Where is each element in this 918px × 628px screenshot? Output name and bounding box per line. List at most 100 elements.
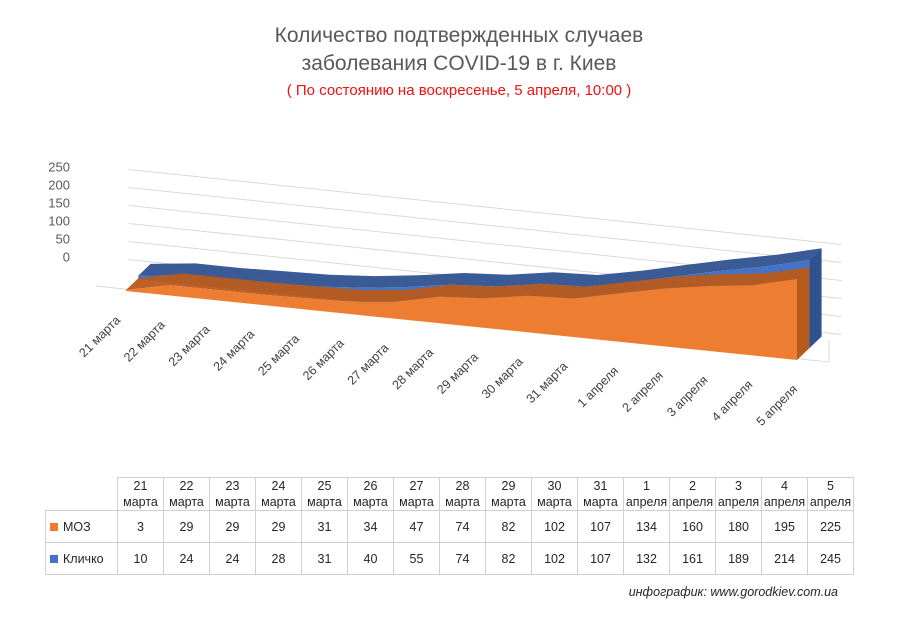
data-table: 21 марта 22 марта 23 марта 24 марта 25 марта 26 мар… (45, 477, 854, 575)
chart-subtitle: ( По состоянию на воскресенье, 5 апреля,… (286, 82, 632, 99)
table-header-cell: 29 марта (485, 477, 532, 511)
x-tick-label: 27 марта (345, 341, 392, 388)
table-header-cell: 25 марта (301, 477, 348, 511)
x-tick-label: 4 апреля (709, 378, 755, 424)
y-tick-label: 250 (48, 160, 70, 175)
area-side-moz (797, 267, 810, 360)
header-text: марта (537, 495, 572, 509)
chart-title-line1: Количество подтвержденных случаев (274, 24, 644, 47)
header-text: 2 (689, 479, 696, 493)
x-tick-label: 1 апреля (575, 364, 621, 410)
legend-label-moz: МОЗ (63, 519, 91, 534)
x-tick-label: 26 марта (300, 336, 347, 383)
table-cell: 3 (117, 510, 164, 543)
table-cell: 102 (531, 542, 578, 575)
table-cell: 28 (255, 542, 302, 575)
table-header-cell: 3 апреля (715, 477, 762, 511)
header-text: 21 (133, 479, 148, 493)
y-tick-label: 50 (56, 232, 70, 247)
header-text: марта (445, 495, 480, 509)
table-cell: 40 (347, 542, 394, 575)
table-cell: 107 (577, 542, 624, 575)
header-text: марта (353, 495, 388, 509)
table-cell: 29 (209, 510, 256, 543)
legend-key-moz (50, 522, 58, 531)
area-top-klichko (138, 248, 822, 288)
table-header-cell: 2 апреля (669, 477, 716, 511)
infographic-credit: инфографик: www.gorodkiev.com.ua (628, 585, 838, 599)
legend-label-klichko: Кличко (63, 551, 104, 566)
y-tick-label: 200 (48, 178, 70, 193)
header-text: 24 (271, 479, 286, 493)
header-text: 5 (827, 479, 834, 493)
table-cell: 160 (669, 510, 716, 543)
header-text: 28 (455, 479, 470, 493)
table-cell: 74 (439, 542, 486, 575)
header-text: 30 (547, 479, 562, 493)
x-tick-label: 23 марта (166, 322, 213, 369)
table-header-cell: 26 марта (347, 477, 394, 511)
table-header-row: 21 марта 22 марта 23 марта 24 марта 25 марта 26 мар… (45, 477, 854, 511)
header-text: марта (169, 495, 204, 509)
header-text: марта (123, 495, 158, 509)
header-text: 25 (317, 479, 332, 493)
header-text: апреля (717, 495, 760, 509)
table-cell: 195 (761, 510, 808, 543)
x-tick-label: 3 апреля (664, 373, 710, 419)
header-text: апреля (763, 495, 806, 509)
table-cell: 24 (209, 542, 256, 575)
x-tick-label: 5 апреля (754, 382, 800, 428)
x-tick-label: 30 марта (479, 355, 526, 402)
header-text: 26 (363, 479, 378, 493)
table-cell: 31 (301, 510, 348, 543)
header-text: 23 (225, 479, 240, 493)
header-text: марта (583, 495, 618, 509)
header-text: 27 (409, 479, 424, 493)
y-axis-ticks: 0 50 100 150 200 250 (48, 160, 70, 265)
y-tick-label: 150 (48, 196, 70, 211)
table-cell: 47 (393, 510, 440, 543)
table-header-cell: 23 марта (209, 477, 256, 511)
legend-key-klichko (50, 554, 58, 563)
x-tick-label: 28 марта (389, 345, 436, 392)
x-tick-label: 21 марта (76, 313, 123, 360)
header-text: 3 (735, 479, 742, 493)
table-header-cell: 21 марта (117, 477, 164, 511)
header-text: 1 (643, 479, 650, 493)
row-label-klichko: Кличко (45, 542, 118, 575)
table-cell: 107 (577, 510, 624, 543)
x-tick-label: 22 марта (121, 318, 168, 365)
table-cell: 24 (163, 542, 210, 575)
table-cell: 29 (163, 510, 210, 543)
gridline (128, 186, 842, 263)
header-text: апреля (809, 495, 852, 509)
header-text: 4 (781, 479, 788, 493)
header-text: марта (399, 495, 434, 509)
x-tick-label: 24 марта (211, 327, 258, 374)
table-row-moz: МОЗ 3 29 29 29 31 34 47 74 82 102 107 134 160 180 195 2… (45, 510, 854, 543)
table-header-cell: 28 марта (439, 477, 486, 511)
header-text: 31 (593, 479, 608, 493)
table-cell: 82 (485, 510, 532, 543)
x-tick-label: 2 апреля (619, 368, 665, 414)
table-cell: 55 (393, 542, 440, 575)
table-cell: 225 (807, 510, 854, 543)
header-text: марта (491, 495, 526, 509)
table-header-cell: 22 марта (163, 477, 210, 511)
header-text: марта (215, 495, 250, 509)
header-text: 22 (179, 479, 194, 493)
table-cell: 161 (669, 542, 716, 575)
table-cell: 102 (531, 510, 578, 543)
x-tick-label: 25 марта (255, 332, 302, 379)
table-cell: 180 (715, 510, 762, 543)
table-cell: 245 (807, 542, 854, 575)
y-tick-label: 0 (63, 250, 70, 265)
table-row-klichko: Кличко 10 24 24 28 31 40 55 74 82 102 107 132 161 189… (45, 542, 854, 575)
chart-areas (126, 248, 822, 360)
table-cell: 10 (117, 542, 164, 575)
table-cell: 189 (715, 542, 762, 575)
x-tick-label: 29 марта (434, 350, 481, 397)
header-text: марта (307, 495, 342, 509)
x-tick-label: 31 марта (524, 359, 571, 406)
